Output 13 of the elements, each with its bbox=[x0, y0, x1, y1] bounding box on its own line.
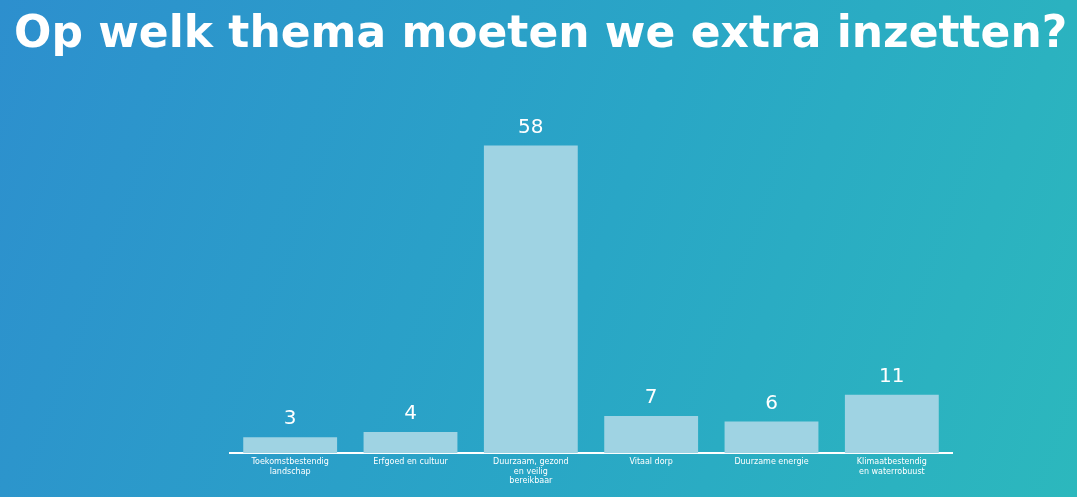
data-label: 7 bbox=[644, 384, 658, 409]
chart-title: Op welk thema moeten we extra inzetten? bbox=[14, 6, 1068, 57]
data-label: 6 bbox=[765, 389, 778, 414]
x-tick-label: Duurzaam, gezond en veilig bereikbaar bbox=[492, 457, 569, 486]
x-tick-label: Vitaal dorp bbox=[629, 457, 673, 467]
data-label: 3 bbox=[283, 405, 297, 430]
x-tick-label: Toekomstbestendig landschap bbox=[250, 457, 329, 476]
x-tick-label: Duurzame energie bbox=[734, 457, 809, 467]
data-label: 4 bbox=[404, 400, 417, 425]
x-tick-label: Klimaatbestendig en waterrobuust bbox=[856, 457, 927, 476]
x-tick-label: Erfgoed en cultuur bbox=[373, 457, 449, 467]
data-label: 11 bbox=[879, 363, 905, 388]
data-label: 58 bbox=[518, 113, 544, 138]
